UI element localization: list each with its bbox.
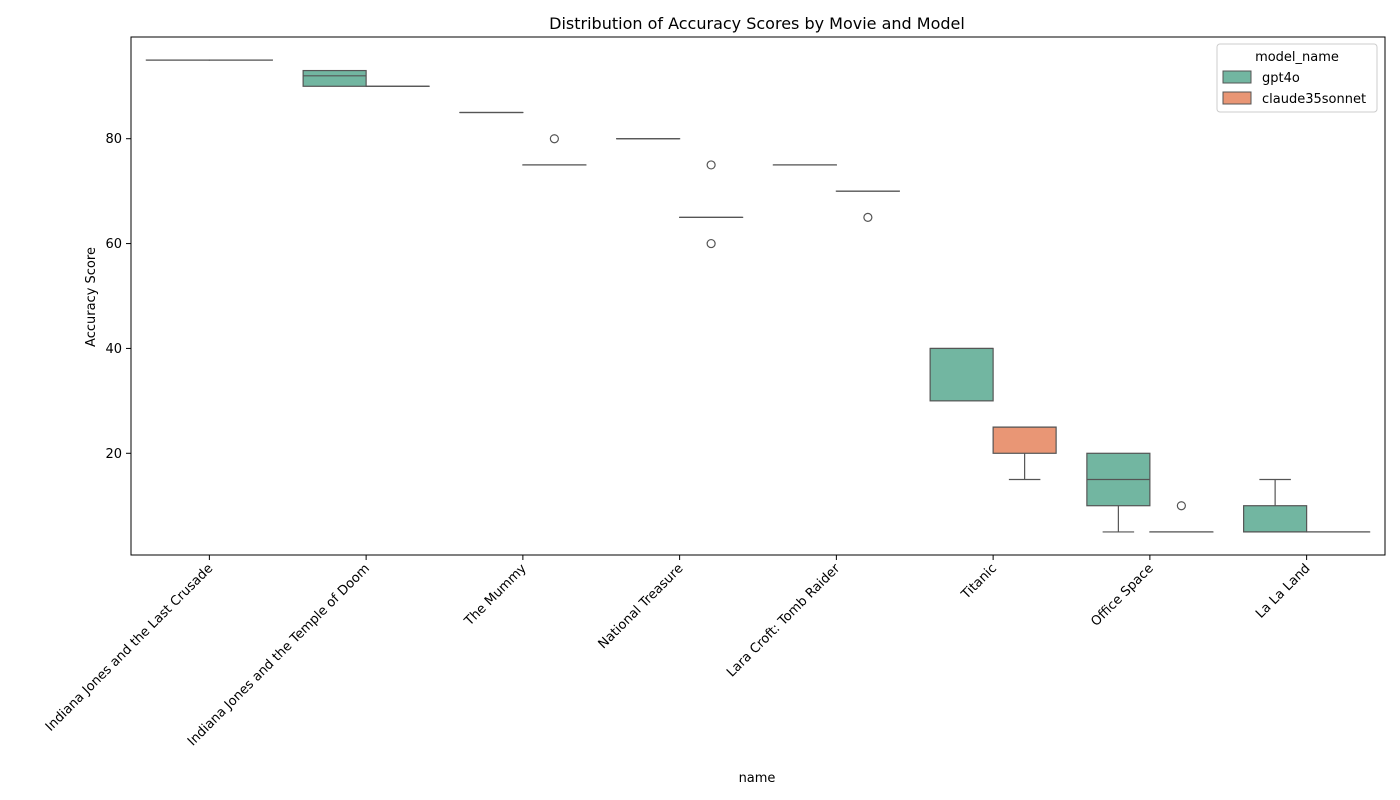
box-gpt4o-1 (302, 69, 367, 87)
legend-label-claude35sonnet: claude35sonnet (1262, 92, 1366, 107)
y-tick-label: 40 (105, 342, 122, 357)
x-tick-label: Lara Croft: Tomb Raider (724, 561, 844, 681)
y-tick-label: 80 (105, 132, 122, 147)
box-body (929, 347, 994, 402)
box-body (302, 69, 367, 87)
legend-swatch-claude35sonnet (1222, 91, 1252, 105)
box-body (1243, 505, 1308, 533)
plot-frame (130, 36, 1386, 556)
x-tick-label: Office Space (1088, 561, 1156, 629)
outlier-point (549, 134, 559, 144)
legend-label-gpt4o: gpt4o (1262, 71, 1300, 86)
outlier-point (706, 160, 716, 170)
legend-title: model_name (1255, 50, 1339, 65)
box-claude35sonnet-3 (679, 160, 744, 249)
y-tick-label: 60 (105, 237, 122, 252)
y-axis-label: Accuracy Score (84, 247, 99, 347)
x-tick-label: National Treasure (596, 561, 687, 652)
chart-title: Distribution of Accuracy Scores by Movie… (549, 14, 965, 33)
box-gpt4o-6 (1086, 452, 1151, 533)
outlier-point (1176, 501, 1186, 511)
x-tick-label: La La Land (1253, 561, 1313, 621)
box-gpt4o-5 (929, 347, 994, 402)
x-tick-label: The Mummy (461, 561, 530, 630)
x-axis-label: name (739, 771, 776, 786)
x-tick-label: Indiana Jones and the Temple of Doom (185, 561, 373, 749)
outlier-point (706, 238, 716, 249)
x-tick-label: Indiana Jones and the Last Crusade (43, 561, 216, 734)
box-body (992, 426, 1057, 454)
legend-swatch-gpt4o (1222, 70, 1252, 84)
box-claude35sonnet-4 (835, 190, 900, 222)
plot-area: 20 40 60 80 Indiana Jones and the Last Crusa… (43, 59, 1371, 749)
legend: model_name gpt4o claude35sonnet (1216, 43, 1378, 113)
y-tick-label: 20 (105, 447, 122, 462)
outlier-point (863, 212, 873, 222)
x-tick-label: Titanic (958, 561, 1000, 603)
box-claude35sonnet-6 (1149, 501, 1214, 533)
box-gpt4o-7 (1243, 478, 1308, 533)
legend-frame (1216, 43, 1378, 113)
box-claude35sonnet-5 (992, 426, 1057, 481)
box-claude35sonnet-2 (522, 134, 587, 166)
